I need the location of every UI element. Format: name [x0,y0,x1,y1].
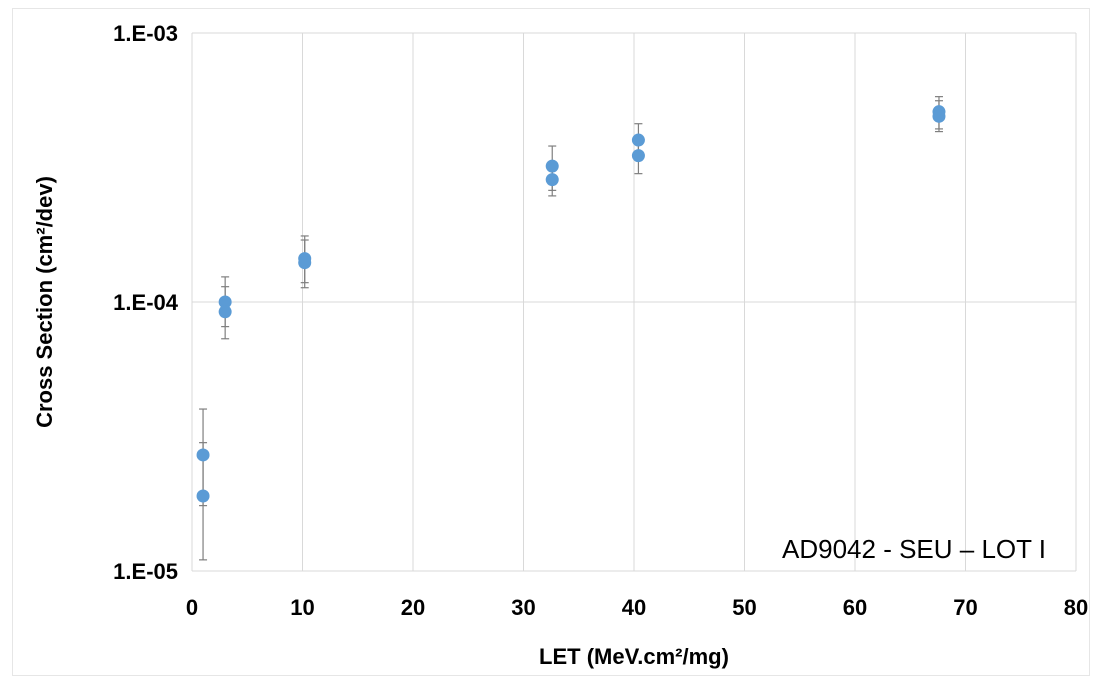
x-tick-label: 80 [1064,595,1088,620]
x-axis-ticks: 0 10 20 30 40 50 60 70 80 [186,595,1088,620]
data-point [545,173,559,187]
data-point [218,295,232,309]
data-point [932,109,946,123]
data-point [545,159,559,173]
x-tick-label: 70 [953,595,977,620]
data-point [298,256,312,270]
data-points [196,105,946,503]
data-point [196,448,210,462]
y-axis-title: Cross Section (cm²/dev) [32,176,57,428]
x-tick-label: 0 [186,595,198,620]
x-tick-label: 10 [290,595,314,620]
x-tick-label: 30 [511,595,535,620]
y-tick-label: 1.E-03 [113,21,178,46]
data-point [631,149,645,163]
x-tick-label: 50 [732,595,756,620]
x-axis-title: LET (MeV.cm²/mg) [539,644,729,669]
chart-annotation: AD9042 - SEU – LOT I [782,534,1046,564]
data-point [218,305,232,319]
y-tick-label: 1.E-04 [113,290,179,315]
y-axis-ticks: 1.E-05 1.E-04 1.E-03 [113,21,179,584]
grid-lines [191,32,1077,572]
x-tick-label: 60 [843,595,867,620]
data-point [631,133,645,147]
error-bars [199,96,943,561]
y-tick-label: 1.E-05 [113,559,178,584]
x-tick-label: 40 [622,595,646,620]
x-tick-label: 20 [401,595,425,620]
data-point [196,489,210,503]
